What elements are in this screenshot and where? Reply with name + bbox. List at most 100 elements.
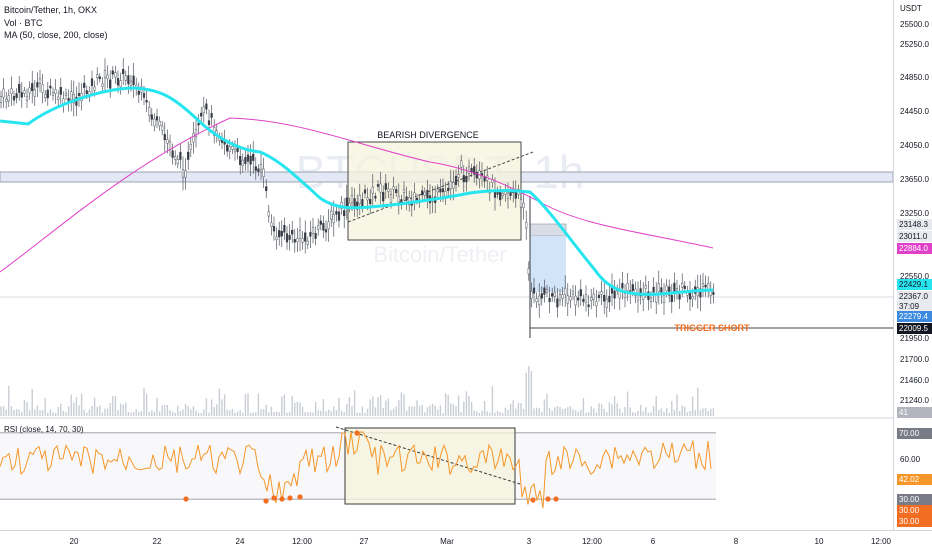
rsi-divergence-trendline[interactable] xyxy=(335,426,521,485)
candle-body xyxy=(127,75,130,85)
price-candles xyxy=(0,58,715,338)
candle-body xyxy=(278,230,281,238)
volume-bar xyxy=(49,409,52,416)
volume-bar xyxy=(190,409,192,416)
price-chart[interactable]: BTCUSDT, 1h Bitcoin/Tether BEARISH DIVER… xyxy=(0,0,893,530)
volume-bar xyxy=(317,410,319,416)
volume-bar xyxy=(39,410,41,416)
volume-bar xyxy=(307,412,309,416)
rsi-signal-dot xyxy=(553,496,559,502)
divergence-trendline[interactable] xyxy=(347,151,534,223)
candle-body xyxy=(20,92,23,98)
volume-bar xyxy=(54,412,57,416)
candle-body xyxy=(168,141,172,150)
candle-body xyxy=(18,83,21,93)
ma-legend[interactable]: MA (50, close, 200, close) xyxy=(4,30,108,40)
candle-body xyxy=(132,75,135,85)
volume-bar xyxy=(275,411,278,416)
price-axis[interactable]: USDT 25500.0 25250.0 24850.0 24450.0 240… xyxy=(893,0,932,530)
volume-bar xyxy=(478,412,481,416)
volume-bar xyxy=(117,410,119,416)
candle-body xyxy=(207,120,211,125)
volume-bar xyxy=(632,412,634,416)
volume-bar xyxy=(457,395,460,416)
watermark-name: Bitcoin/Tether xyxy=(373,242,506,267)
rsi-signal-dot xyxy=(530,497,536,503)
volume-bar xyxy=(47,412,49,416)
volume-bar xyxy=(145,393,148,416)
candle-body xyxy=(119,80,122,88)
volume-bar xyxy=(395,406,397,416)
time-label: 24 xyxy=(235,537,245,546)
volume-bar xyxy=(221,399,223,416)
volume-bar xyxy=(171,411,174,416)
candle-body xyxy=(257,168,260,172)
candle-body xyxy=(187,151,190,160)
volume-bar xyxy=(200,412,202,416)
volume-tag: 41 xyxy=(897,407,932,418)
volume-bar xyxy=(704,408,707,416)
time-label: 27 xyxy=(359,537,369,546)
volume-bar xyxy=(447,395,449,416)
candle-body xyxy=(561,294,564,299)
candle-body xyxy=(535,298,538,302)
volume-bar xyxy=(203,409,205,416)
time-axis[interactable]: 20 22 24 12:00 27 Mar 3 12:00 6 8 10 12:… xyxy=(0,530,932,551)
short-position-target[interactable] xyxy=(530,236,566,292)
candle-body xyxy=(72,94,75,104)
symbol-title[interactable]: Bitcoin/Tether, 1h, OKX xyxy=(4,5,98,15)
candle-body xyxy=(70,91,73,101)
candle-body xyxy=(155,116,159,121)
candle-body xyxy=(101,83,104,87)
candle-body xyxy=(569,296,572,301)
volume-bar xyxy=(301,406,304,416)
volume-bar xyxy=(361,406,364,416)
candle-body xyxy=(584,294,588,303)
volume-legend[interactable]: Vol · BTC xyxy=(4,18,43,28)
candle-body xyxy=(473,166,476,175)
candle-body xyxy=(311,227,315,234)
candle-body xyxy=(93,86,96,91)
rsi-signal-dot xyxy=(279,496,285,502)
candle-body xyxy=(670,295,673,303)
volume-bar xyxy=(62,410,65,416)
rsi-signal-dot xyxy=(263,498,269,504)
candle-body xyxy=(379,183,382,193)
volume-bar xyxy=(707,410,709,416)
candle-body xyxy=(587,304,590,308)
volume-bar xyxy=(125,402,127,416)
candle-body xyxy=(389,194,393,203)
candle-body xyxy=(197,122,200,126)
volume-bar xyxy=(681,405,683,416)
candle-body xyxy=(36,82,39,88)
candle-body xyxy=(291,229,294,235)
volume-bar xyxy=(538,408,540,416)
rsi-70-tag: 70.00 xyxy=(897,428,932,439)
candle-body xyxy=(330,210,333,220)
volume-bar xyxy=(574,410,577,416)
candle-body xyxy=(571,290,575,295)
volume-bar xyxy=(398,399,400,416)
candle-body xyxy=(262,168,265,177)
volume-bar xyxy=(28,410,31,416)
volume-bar xyxy=(294,402,296,416)
volume-bar xyxy=(239,410,241,416)
volume-bar xyxy=(314,401,317,416)
volume-bar xyxy=(403,394,405,416)
candle-body xyxy=(200,112,203,117)
candle-body xyxy=(605,298,608,308)
volume-bar xyxy=(296,401,299,416)
candle-body xyxy=(129,80,133,86)
time-label: 3 xyxy=(526,537,532,546)
volume-bar xyxy=(639,404,642,416)
volume-bar xyxy=(637,410,639,416)
candle-body xyxy=(460,160,463,168)
volume-bar xyxy=(278,412,280,416)
candle-body xyxy=(114,72,117,78)
volume-bar xyxy=(229,410,231,416)
volume-bar xyxy=(385,400,387,416)
volume-bar xyxy=(252,412,254,416)
candle-body xyxy=(49,85,52,89)
volume-bar xyxy=(434,405,436,416)
candle-body xyxy=(701,283,705,287)
